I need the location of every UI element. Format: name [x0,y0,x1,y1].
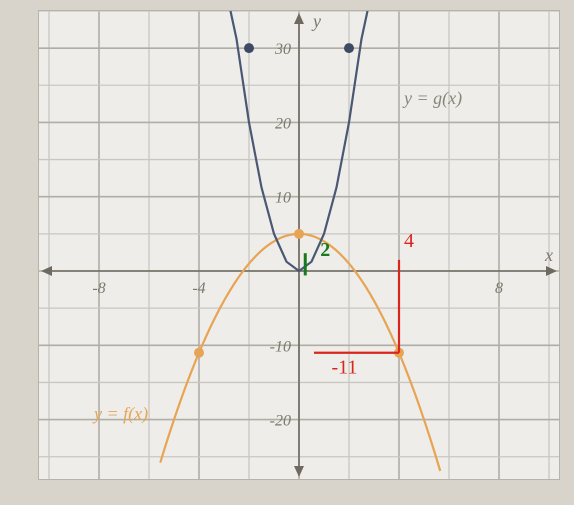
y-tick-label: 20 [275,115,291,132]
plot-svg: -8 -4 8 -20 -10 10 20 30 y x y = f(x) y = g(x) 4 -11 2 [39,11,559,479]
x-axis-label: x [544,245,553,265]
coordinate-plot: -8 -4 8 -20 -10 10 20 30 y x y = f(x) y = g(x) 4 -11 2 [38,10,560,480]
f-marker [294,229,304,239]
x-tick-label: 8 [495,280,503,297]
annotation-label-red: 4 [404,230,414,252]
x-tick-label: -8 [92,280,105,297]
y-tick-label: 30 [274,41,291,58]
g-marker [244,43,254,53]
y-tick-label: -10 [270,338,291,355]
y-tick-label: 10 [275,190,291,207]
annotation-label-green: 2 [320,239,330,261]
x-tick-label: -4 [192,280,205,297]
y-tick-label: -20 [270,413,291,430]
f-marker [194,348,204,358]
f-label: y = f(x) [92,404,148,425]
g-marker [344,43,354,53]
y-axis-label: y [311,11,321,31]
annotation-label-red: -11 [332,357,358,379]
g-label: y = g(x) [402,88,462,109]
